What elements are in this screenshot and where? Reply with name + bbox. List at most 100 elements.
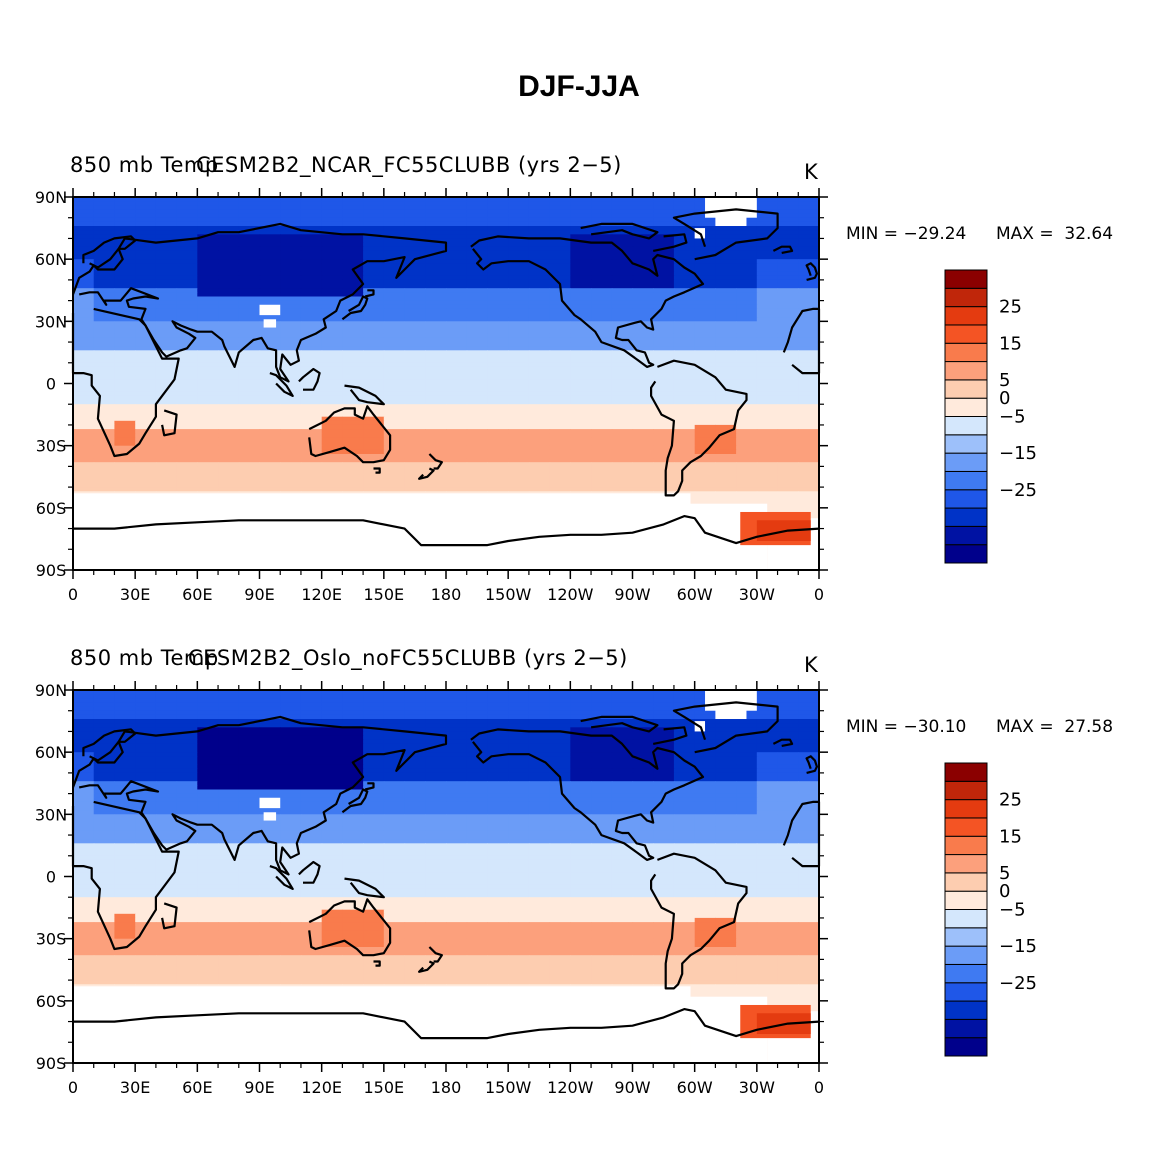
field-cell <box>715 743 737 749</box>
field-cell <box>363 404 385 409</box>
field-cell <box>508 830 530 836</box>
x-tick-label: 90W <box>614 585 650 604</box>
field-cell <box>715 333 737 339</box>
field-cell <box>508 333 530 339</box>
field-cell <box>197 739 219 745</box>
field-cell <box>93 868 115 873</box>
field-cell <box>715 826 737 832</box>
field-cell <box>446 864 468 869</box>
field-cell <box>632 714 654 720</box>
field-cell <box>528 478 551 484</box>
field-cell <box>73 706 95 712</box>
field-cell <box>528 470 551 476</box>
field-cell <box>73 230 95 235</box>
field-cell <box>404 263 426 268</box>
field-cell <box>715 772 737 778</box>
field-cell <box>197 259 219 264</box>
field-cell <box>197 217 219 223</box>
field-cell <box>673 416 696 422</box>
field-cell <box>114 350 136 355</box>
field-cell <box>363 350 385 355</box>
field-cell <box>632 789 654 795</box>
field-cell <box>632 781 654 786</box>
field-cell <box>487 441 509 447</box>
field-cell <box>73 449 95 455</box>
field-cell <box>321 818 343 824</box>
field-cell <box>238 329 261 335</box>
field-cell <box>218 329 240 335</box>
field-cell <box>218 735 240 741</box>
field-cell <box>73 234 95 239</box>
field-cell <box>611 760 634 766</box>
field-cell <box>342 454 364 459</box>
coastline <box>364 289 375 298</box>
field-cell <box>466 818 488 824</box>
field-cell <box>777 416 799 422</box>
field-cell <box>404 764 426 770</box>
field-cell <box>218 462 240 467</box>
field-cell <box>300 296 323 302</box>
field-cell <box>549 246 571 252</box>
field-cell <box>363 864 385 869</box>
field-cell <box>528 698 551 703</box>
field-cell <box>756 437 779 443</box>
field-cell <box>155 694 178 699</box>
field-cell <box>259 296 281 302</box>
field-cell <box>114 706 136 712</box>
field-cell <box>238 242 261 248</box>
field-cell <box>280 226 302 231</box>
field-cell <box>611 797 634 803</box>
field-cell <box>238 739 261 745</box>
field-cell <box>446 346 468 351</box>
field-cell <box>197 714 219 720</box>
field-cell <box>798 826 820 832</box>
field-cell <box>155 424 178 430</box>
field-cell <box>259 234 281 239</box>
field-cell <box>570 329 592 335</box>
field-cell <box>508 772 530 778</box>
field-cell <box>591 785 613 790</box>
field-cell <box>528 242 551 248</box>
field-cell <box>218 209 240 215</box>
field-cell <box>508 226 530 231</box>
field-cell <box>114 379 136 385</box>
field-cell <box>176 743 198 749</box>
field-cell <box>342 714 364 720</box>
field-cell <box>591 288 613 293</box>
field-cell <box>425 756 447 761</box>
field-cell <box>238 263 261 268</box>
field-cell <box>93 217 115 223</box>
field-cell <box>694 358 716 364</box>
field-cell <box>673 449 696 455</box>
field-cell <box>715 785 737 790</box>
field-cell <box>300 234 323 239</box>
field-cell <box>446 400 468 405</box>
field-cell <box>736 487 758 492</box>
field-cell <box>466 275 488 281</box>
field-cell <box>238 735 261 741</box>
field-cell <box>549 238 571 244</box>
field-cell <box>73 851 95 857</box>
field-cell <box>404 702 426 708</box>
field-cell <box>715 400 737 405</box>
field-cell <box>197 706 219 712</box>
field-cell <box>487 197 509 202</box>
field-cell <box>570 375 592 380</box>
field-cell <box>653 197 675 202</box>
field-cell <box>570 437 592 443</box>
field-cell <box>135 478 157 484</box>
field-cell <box>321 404 343 409</box>
field-cell <box>218 288 240 293</box>
field-cell <box>570 797 592 803</box>
field-cell <box>673 242 696 248</box>
field-cell <box>756 739 779 745</box>
field-cell <box>756 246 779 252</box>
field-cell <box>611 255 634 260</box>
field-cell <box>673 785 696 790</box>
field-cell <box>404 462 426 467</box>
field-cell <box>549 387 571 393</box>
field-cell <box>446 826 468 832</box>
field-cell <box>653 756 675 761</box>
field-cell <box>528 789 551 795</box>
field-cell <box>363 748 385 753</box>
